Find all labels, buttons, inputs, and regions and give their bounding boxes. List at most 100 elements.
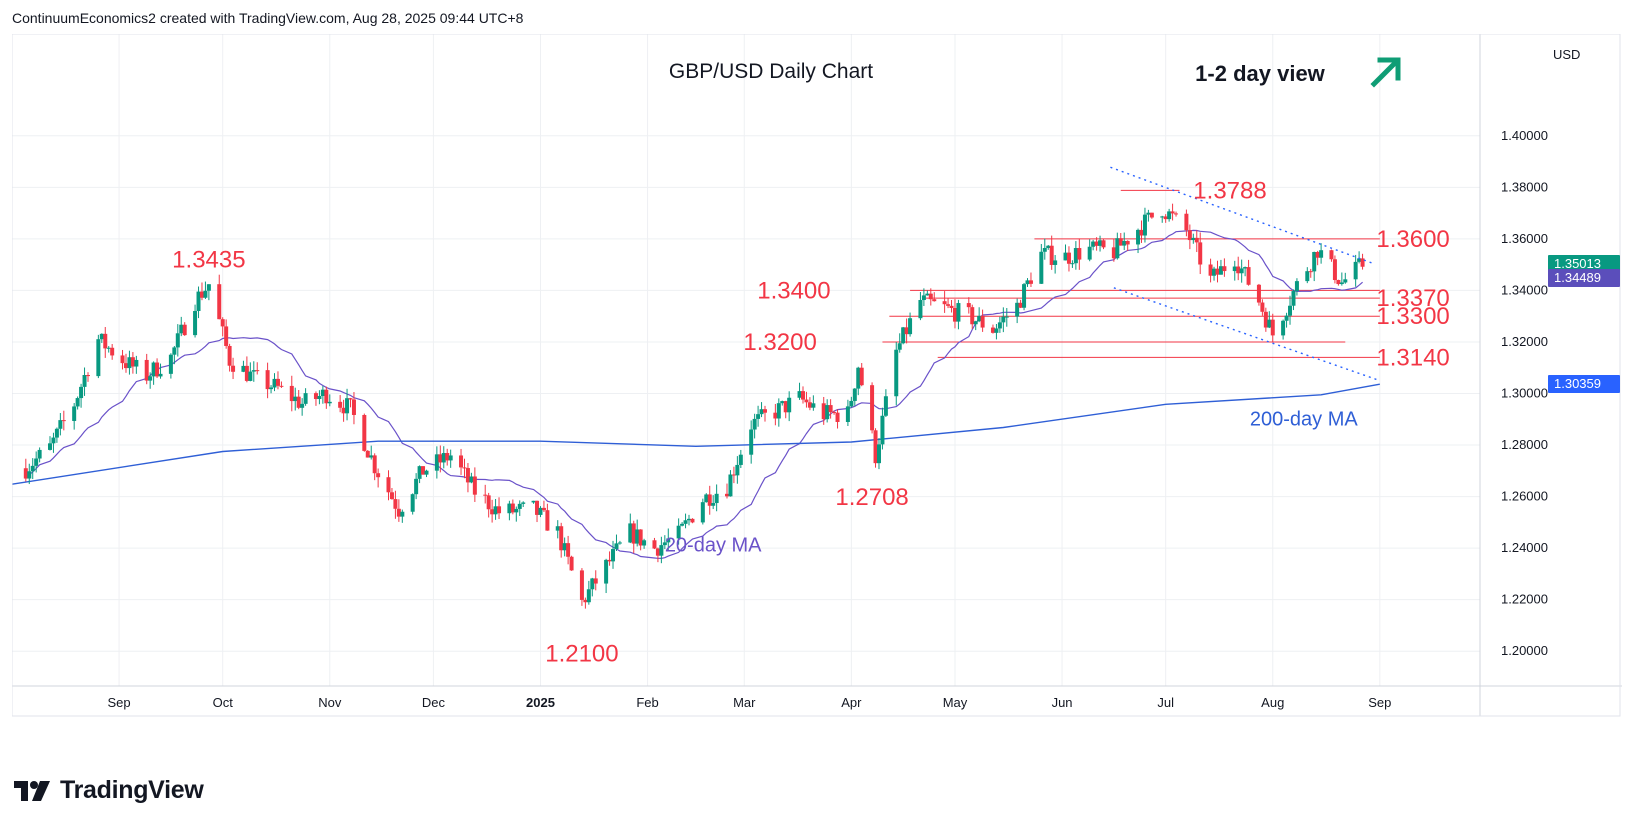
candle-body — [569, 556, 574, 571]
candle-body — [289, 385, 294, 402]
x-tick-label: Aug — [1261, 695, 1284, 710]
candle-body — [372, 455, 377, 474]
candle-body — [1028, 280, 1033, 284]
candle-body — [1288, 305, 1293, 316]
candle-body — [1174, 213, 1179, 215]
candle-body — [1218, 266, 1223, 275]
candle-body — [1191, 237, 1196, 241]
candle-body — [255, 370, 260, 372]
candle-body — [127, 357, 132, 369]
candle-body — [566, 543, 571, 557]
candle-body — [628, 523, 633, 543]
candle-body — [493, 506, 498, 515]
candle-body — [918, 300, 923, 319]
y-tick-label: 1.22000 — [1501, 592, 1548, 607]
candle-body — [179, 324, 184, 334]
candle-body — [517, 503, 522, 509]
candle-body — [1049, 245, 1054, 265]
horizontal-levels — [882, 189, 1380, 358]
candle-body — [507, 503, 512, 514]
candle-body — [1329, 250, 1334, 260]
candle-body — [341, 407, 346, 414]
candle-body — [58, 420, 63, 429]
candle-body — [196, 291, 201, 312]
candle-body — [966, 303, 971, 308]
candle-body — [351, 399, 356, 415]
candle-body — [1246, 267, 1251, 285]
candle-body — [1170, 211, 1175, 214]
candle-body — [1070, 263, 1075, 265]
candle-body — [75, 398, 80, 407]
candle-body — [659, 545, 664, 556]
candle-body — [148, 376, 153, 381]
candle-body — [828, 405, 833, 413]
candle-body — [811, 403, 816, 408]
tradingview-logo[interactable]: TradingView — [14, 776, 204, 805]
candle-body — [34, 458, 39, 466]
candle-body — [804, 399, 809, 403]
candle-body — [386, 477, 391, 493]
x-tick-label: 2025 — [526, 695, 555, 710]
candle-body — [320, 389, 325, 396]
candle-body — [220, 319, 225, 327]
candle-body — [365, 450, 370, 458]
y-tick-label: 1.28000 — [1501, 437, 1548, 452]
candle-body — [345, 398, 350, 414]
candle-body — [486, 495, 491, 510]
candle-body — [607, 559, 612, 562]
candle-body — [462, 467, 467, 469]
candle-body — [1018, 302, 1023, 308]
candle-body — [1015, 302, 1020, 317]
candle-body — [51, 437, 56, 444]
candle-body — [1360, 258, 1365, 267]
x-tick-label: Apr — [841, 695, 862, 710]
candle-body — [251, 370, 256, 372]
candle-body — [348, 398, 353, 400]
candle-body — [459, 455, 464, 468]
chart-subtitle: 1-2 day view — [1195, 61, 1326, 86]
candle-body — [687, 518, 692, 521]
y-tick-label: 1.20000 — [1501, 643, 1548, 658]
candle-body — [825, 405, 830, 420]
candle-body — [1163, 216, 1168, 220]
candle-body — [445, 453, 450, 461]
candle-body — [731, 474, 736, 476]
candle-body — [175, 333, 180, 348]
candle-body — [942, 301, 947, 305]
candle-body — [1187, 230, 1192, 241]
candle-body — [158, 373, 163, 377]
trend-channel — [1110, 166, 1381, 382]
candle-body — [110, 347, 115, 356]
candle-body — [434, 454, 439, 471]
x-tick-label: Nov — [318, 695, 342, 710]
candle-body — [1260, 302, 1265, 312]
candle-body — [293, 396, 298, 402]
candle-body — [1243, 267, 1248, 269]
ma-label: 20-day MA — [665, 534, 762, 556]
x-tick-label: Oct — [213, 695, 234, 710]
candle-body — [1087, 246, 1092, 260]
candle-body — [338, 401, 343, 408]
swing-label: 1.2708 — [835, 484, 908, 511]
candle-body — [1263, 311, 1268, 328]
candle-body — [30, 465, 35, 472]
candle-body — [1336, 280, 1341, 285]
candle-body — [562, 543, 567, 551]
x-tick-label: Mar — [733, 695, 756, 710]
candle-body — [559, 526, 564, 551]
candle-body — [400, 511, 405, 517]
candle-body — [1077, 248, 1082, 260]
candle-body — [538, 507, 543, 515]
candle-body — [1094, 241, 1099, 246]
candle-body — [1022, 284, 1027, 308]
y-tick-label: 1.40000 — [1501, 128, 1548, 143]
candle-body — [545, 510, 550, 531]
candle-body — [614, 543, 619, 550]
candle-body — [1160, 216, 1165, 218]
grid — [12, 34, 1480, 686]
candle-body — [324, 389, 329, 404]
candle-body — [1208, 264, 1213, 276]
chart-area[interactable]: 1.3788 1.3600 1.3400 1.3370 1.3300 1.3200 1.31… — [11, 33, 1622, 750]
trend-line-lower — [1113, 287, 1381, 382]
